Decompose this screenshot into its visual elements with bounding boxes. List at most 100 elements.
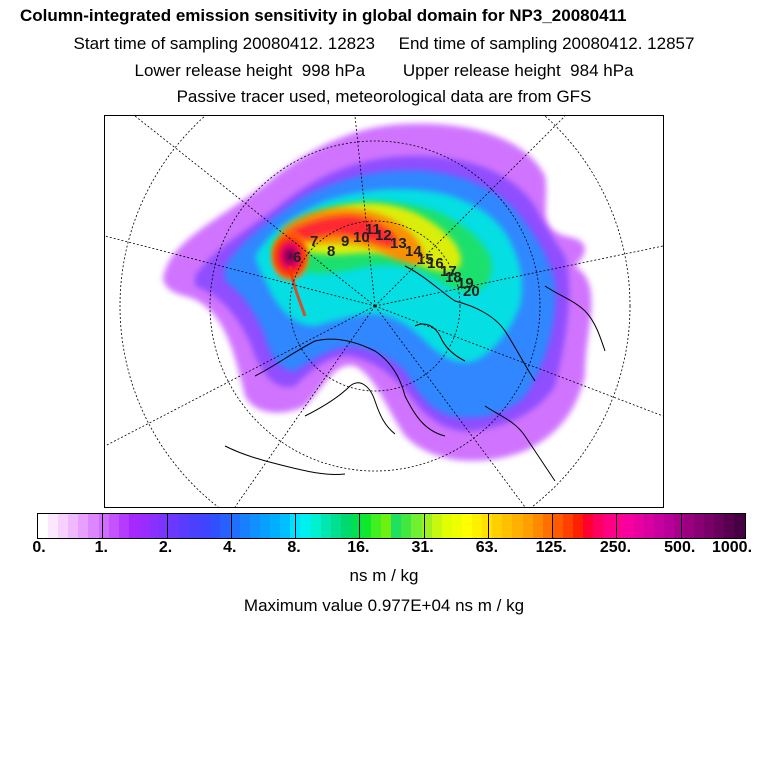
colorbar-swatch <box>239 514 250 538</box>
colorbar-labels: 0. 1. 2. 4. 8. 16. 31. 63. 125. 250. 500. 1000. <box>0 539 768 559</box>
colorbar-swatch <box>249 514 261 538</box>
colorbar-label: 250. <box>599 539 632 556</box>
colorbar-swatch <box>219 514 230 538</box>
colorbar-swatch <box>643 514 654 538</box>
colorbar-swatch <box>593 514 604 538</box>
release-height-line: Lower release height 998 hPa Upper relea… <box>134 61 634 80</box>
colorbar-swatch <box>734 514 745 538</box>
colorbar-swatch <box>401 514 412 538</box>
colorbar-swatch <box>714 514 725 538</box>
colorbar-label: 0. <box>32 539 46 556</box>
colorbar-swatch <box>562 514 573 538</box>
colorbar-swatch <box>663 514 674 538</box>
colorbar-swatch <box>88 514 99 538</box>
colorbar-swatch <box>421 514 432 538</box>
colorbar-tick <box>166 514 168 538</box>
colorbar-swatch <box>482 514 493 538</box>
colorbar-swatch <box>260 514 271 538</box>
sampling-time-line: Start time of sampling 20080412. 12823 E… <box>73 34 695 53</box>
colorbar-swatch <box>149 514 160 538</box>
colorbar-tick <box>230 514 232 538</box>
colorbar-swatch <box>694 514 705 538</box>
colorbar-swatch <box>68 514 79 538</box>
colorbar <box>37 513 746 539</box>
trajectory-hour-label: 18 <box>445 269 462 286</box>
trajectory-hour-label: 17 <box>440 263 457 280</box>
colorbar-swatch <box>169 514 180 538</box>
trajectory-hour-label: 16 <box>427 255 444 272</box>
trajectory-hour-label: 20 <box>463 283 480 300</box>
colorbar-swatch <box>653 514 664 538</box>
colorbar-swatch <box>673 514 684 538</box>
track-red-line <box>288 265 307 317</box>
trajectory-hour-label: 11 <box>365 221 381 238</box>
colorbar-swatch <box>108 514 119 538</box>
trajectory-hour-label: 8 <box>327 243 335 260</box>
maximum-value-text: Maximum value 0.977E+04 ns m / kg <box>243 596 525 615</box>
trajectory-hour-label: 15 <box>417 251 434 268</box>
colorbar-swatch <box>684 514 695 538</box>
colorbar-swatch <box>451 514 462 538</box>
tracer-info-line: Passive tracer used, meteorological data… <box>176 87 592 106</box>
colorbar-label: 1000. <box>711 539 753 556</box>
hotspot <box>268 228 312 284</box>
colorbar-tick <box>295 514 297 538</box>
colorbar-swatch <box>128 514 139 538</box>
trajectory-hour-label: 12 <box>375 227 392 244</box>
map-panel: 6 7 8 9 10 11 12 13 14 15 16 17 18 19 20 <box>104 115 664 508</box>
trajectory-hour-label: 14 <box>405 243 422 260</box>
trajectory-hour-label: 9 <box>341 233 349 250</box>
colorbar-swatch <box>78 514 89 538</box>
colorbar-swatch <box>189 514 200 538</box>
colorbar-swatch <box>118 514 129 538</box>
colorbar-swatch <box>532 514 543 538</box>
colorbar-swatch <box>633 514 644 538</box>
colorbar-swatch <box>179 514 190 538</box>
colorbar-swatch <box>492 514 503 538</box>
colorbar-swatch <box>461 514 473 538</box>
colorbar-tick <box>423 514 425 538</box>
colorbar-label: 16. <box>347 539 370 556</box>
colorbar-swatch <box>320 514 331 538</box>
colorbar-swatch <box>502 514 513 538</box>
colorbar-tick <box>680 514 682 538</box>
colorbar-tick <box>359 514 361 538</box>
colorbar-swatch <box>613 514 624 538</box>
trajectory-hour-label: 6 <box>293 249 301 266</box>
colorbar-label: 31. <box>411 539 434 556</box>
colorbar-label: 63. <box>475 539 499 556</box>
trajectory-hour-label: 19 <box>457 275 474 292</box>
colorbar-swatch <box>330 514 341 538</box>
colorbar-swatch <box>411 514 422 538</box>
colorbar-swatch <box>270 514 281 538</box>
colorbar-swatch <box>704 514 715 538</box>
colorbar-swatch <box>300 514 311 538</box>
colorbar-tick <box>102 514 104 538</box>
coastlines <box>224 265 606 482</box>
colorbar-swatch <box>98 514 109 538</box>
colorbar-swatch <box>350 514 361 538</box>
colorbar-swatch <box>159 514 170 538</box>
trajectory-hour-label: 10 <box>353 229 370 246</box>
colorbar-swatch <box>512 514 523 538</box>
colorbar-swatch <box>431 514 442 538</box>
colorbar-swatch <box>199 514 210 538</box>
colorbar-swatch <box>542 514 553 538</box>
colorbar-label: 125. <box>535 539 567 556</box>
colorbar-swatch <box>310 514 321 538</box>
colorbar-swatch <box>552 514 563 538</box>
colorbar-swatch <box>572 514 584 538</box>
colorbar-swatch <box>472 514 483 538</box>
colorbar-swatch <box>371 514 382 538</box>
colorbar-swatch <box>361 514 372 538</box>
colorbar-swatch <box>38 514 49 538</box>
colorbar-swatch <box>381 514 392 538</box>
colorbar-swatch <box>724 514 735 538</box>
trajectory-hour-label: 7 <box>310 233 318 250</box>
colorbar-label: 4. <box>223 539 237 556</box>
colorbar-swatch <box>522 514 533 538</box>
colorbar-swatch <box>280 514 291 538</box>
colorbar-swatch <box>441 514 452 538</box>
